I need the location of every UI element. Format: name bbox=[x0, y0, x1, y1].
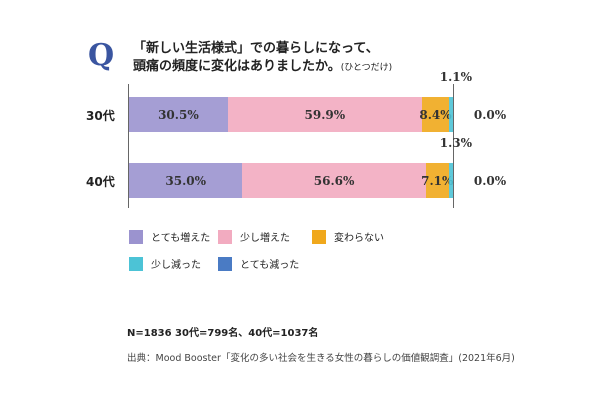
legend-swatch bbox=[129, 256, 143, 271]
y-axis-line bbox=[128, 84, 129, 208]
data-label: 30.5% bbox=[158, 108, 199, 122]
bar-segment bbox=[227, 97, 422, 132]
data-label: 0.0% bbox=[473, 174, 507, 188]
legend-label: とても増えた bbox=[151, 233, 211, 244]
data-label: 8.4% bbox=[419, 108, 452, 122]
bar-segment bbox=[129, 163, 243, 198]
end-line bbox=[453, 84, 454, 208]
legend-label: とても減った bbox=[240, 260, 300, 271]
chart-title-line2: 頭痛の頻度に変化はありましたか。(ひとつだけ) bbox=[133, 55, 392, 74]
legend-item: 少し増えた bbox=[218, 229, 290, 244]
data-label: 1.3% bbox=[439, 136, 473, 150]
data-label: 35.0% bbox=[165, 174, 207, 188]
bar-segment bbox=[421, 97, 450, 132]
legend-swatch bbox=[218, 229, 232, 244]
bar-segment bbox=[129, 97, 228, 132]
bar-segment bbox=[242, 163, 426, 198]
legend-swatch bbox=[218, 256, 232, 271]
legend-item: とても減った bbox=[218, 256, 299, 271]
legend-swatch bbox=[129, 229, 143, 244]
bar-segment bbox=[449, 97, 453, 132]
title-text: 頭痛の頻度に変化はありましたか。 bbox=[133, 59, 341, 74]
data-label: 59.9% bbox=[304, 108, 346, 122]
sample-size: N=1836 30代=799名、40代=1037名 bbox=[127, 328, 319, 339]
title-note: (ひとつだけ) bbox=[340, 63, 393, 73]
q-mark: Q bbox=[88, 38, 115, 73]
chart-title-line1: 「新しい生活様式」での暮らしになって、 bbox=[133, 41, 379, 56]
legend-label: 少し増えた bbox=[240, 233, 290, 244]
data-label: 7.1% bbox=[421, 174, 454, 188]
legend-label: 少し減った bbox=[151, 260, 201, 271]
data-label: 56.6% bbox=[313, 174, 355, 188]
data-label: 0.0% bbox=[473, 108, 507, 122]
legend-item: 変わらない bbox=[312, 229, 384, 244]
bar-segment bbox=[425, 163, 449, 198]
source-note: 出典：Mood Booster「変化の多い社会を生きる女性の暮らしの価値観調査」… bbox=[127, 353, 515, 364]
data-label: 1.1% bbox=[439, 70, 473, 84]
category-label: 40代 bbox=[86, 175, 115, 189]
bar-segment bbox=[448, 163, 453, 198]
legend-item: とても増えた bbox=[129, 229, 210, 244]
category-label: 30代 bbox=[86, 109, 115, 123]
legend-swatch bbox=[312, 229, 326, 244]
legend-item: 少し減った bbox=[129, 256, 201, 271]
legend-label: 変わらない bbox=[334, 233, 384, 244]
